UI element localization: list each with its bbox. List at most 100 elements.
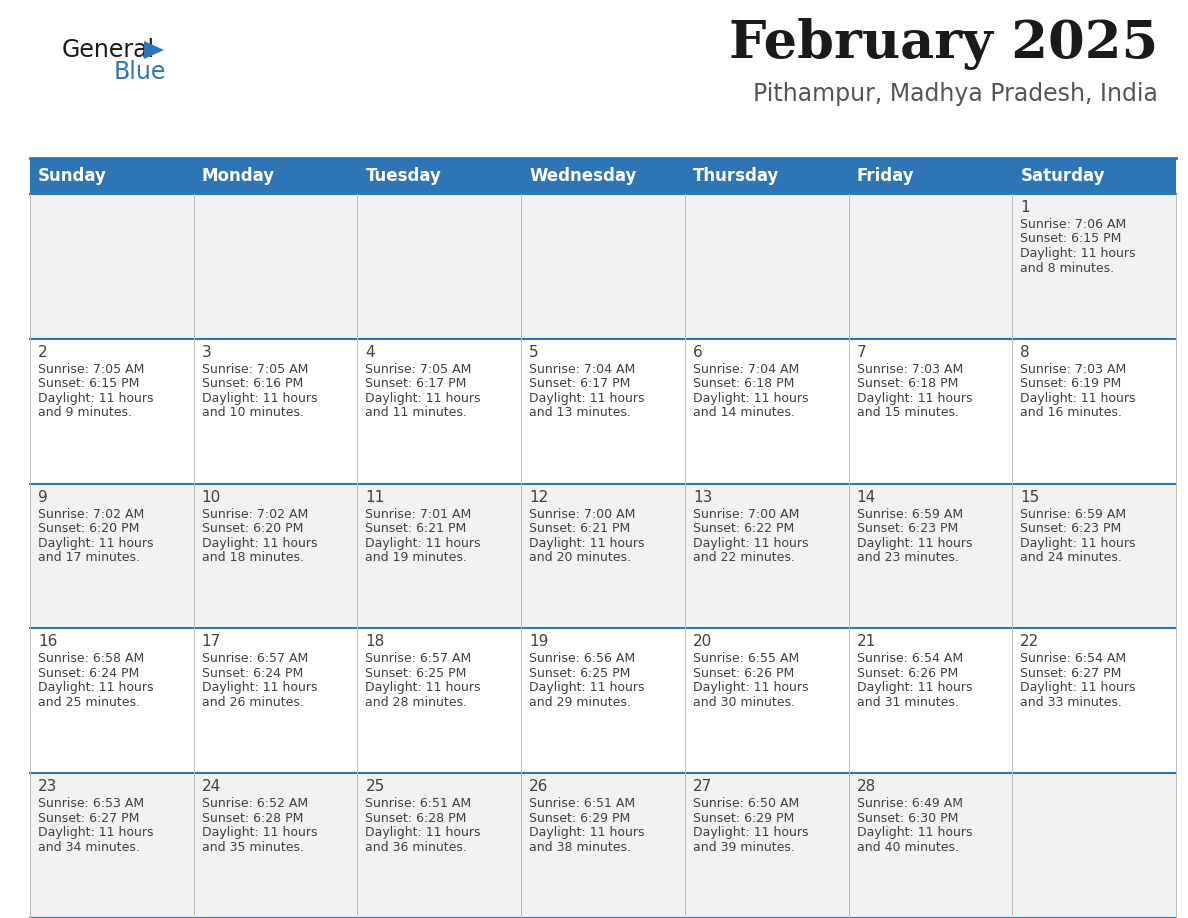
- Text: Sunrise: 6:56 AM: Sunrise: 6:56 AM: [529, 653, 636, 666]
- Bar: [522, 484, 684, 629]
- Text: Sunrise: 7:01 AM: Sunrise: 7:01 AM: [366, 508, 472, 521]
- Text: Sunday: Sunday: [38, 167, 107, 185]
- Text: Sunset: 6:29 PM: Sunset: 6:29 PM: [529, 812, 631, 824]
- Text: 4: 4: [366, 345, 375, 360]
- Text: Daylight: 11 hours: Daylight: 11 hours: [693, 392, 808, 405]
- Text: Daylight: 11 hours: Daylight: 11 hours: [693, 537, 808, 550]
- Text: 23: 23: [38, 779, 57, 794]
- Text: and 17 minutes.: and 17 minutes.: [38, 551, 140, 564]
- Text: 18: 18: [366, 634, 385, 649]
- Bar: [684, 629, 848, 773]
- Text: and 40 minutes.: and 40 minutes.: [857, 841, 959, 854]
- Text: Tuesday: Tuesday: [366, 167, 441, 185]
- Text: and 14 minutes.: and 14 minutes.: [693, 407, 795, 420]
- Text: Daylight: 11 hours: Daylight: 11 hours: [1020, 247, 1136, 260]
- Text: 16: 16: [38, 634, 57, 649]
- Bar: [358, 629, 522, 773]
- Bar: [684, 339, 848, 484]
- Bar: [684, 484, 848, 629]
- Bar: [848, 773, 1012, 918]
- Text: Daylight: 11 hours: Daylight: 11 hours: [529, 681, 645, 694]
- Bar: [30, 339, 194, 484]
- Text: Sunrise: 7:05 AM: Sunrise: 7:05 AM: [366, 363, 472, 375]
- Bar: [1012, 629, 1176, 773]
- Text: Sunset: 6:22 PM: Sunset: 6:22 PM: [693, 522, 794, 535]
- Text: and 23 minutes.: and 23 minutes.: [857, 551, 959, 564]
- Text: Sunrise: 6:55 AM: Sunrise: 6:55 AM: [693, 653, 800, 666]
- Text: Daylight: 11 hours: Daylight: 11 hours: [1020, 681, 1136, 694]
- Text: Daylight: 11 hours: Daylight: 11 hours: [529, 826, 645, 839]
- Text: Daylight: 11 hours: Daylight: 11 hours: [366, 826, 481, 839]
- Text: 9: 9: [38, 489, 48, 505]
- Text: and 34 minutes.: and 34 minutes.: [38, 841, 140, 854]
- Text: Sunrise: 7:00 AM: Sunrise: 7:00 AM: [529, 508, 636, 521]
- Text: 10: 10: [202, 489, 221, 505]
- Text: and 9 minutes.: and 9 minutes.: [38, 407, 132, 420]
- Text: Sunrise: 6:51 AM: Sunrise: 6:51 AM: [366, 797, 472, 811]
- Text: and 39 minutes.: and 39 minutes.: [693, 841, 795, 854]
- Text: Sunset: 6:20 PM: Sunset: 6:20 PM: [38, 522, 139, 535]
- Text: Daylight: 11 hours: Daylight: 11 hours: [366, 681, 481, 694]
- Text: Sunset: 6:28 PM: Sunset: 6:28 PM: [366, 812, 467, 824]
- Bar: [194, 629, 358, 773]
- Text: Sunset: 6:26 PM: Sunset: 6:26 PM: [857, 666, 958, 680]
- Text: 19: 19: [529, 634, 549, 649]
- Text: February 2025: February 2025: [728, 18, 1158, 70]
- Text: Sunrise: 6:57 AM: Sunrise: 6:57 AM: [202, 653, 308, 666]
- Text: Sunrise: 7:05 AM: Sunrise: 7:05 AM: [202, 363, 308, 375]
- Bar: [848, 339, 1012, 484]
- Text: Sunset: 6:26 PM: Sunset: 6:26 PM: [693, 666, 794, 680]
- Text: Sunrise: 6:54 AM: Sunrise: 6:54 AM: [1020, 653, 1126, 666]
- Text: Sunset: 6:30 PM: Sunset: 6:30 PM: [857, 812, 958, 824]
- Bar: [1012, 484, 1176, 629]
- Bar: [30, 773, 194, 918]
- Text: 17: 17: [202, 634, 221, 649]
- Text: Sunset: 6:18 PM: Sunset: 6:18 PM: [857, 377, 958, 390]
- Text: Sunrise: 7:03 AM: Sunrise: 7:03 AM: [1020, 363, 1126, 375]
- Bar: [848, 194, 1012, 339]
- Text: Sunrise: 6:52 AM: Sunrise: 6:52 AM: [202, 797, 308, 811]
- Text: Sunset: 6:23 PM: Sunset: 6:23 PM: [857, 522, 958, 535]
- Text: Sunset: 6:21 PM: Sunset: 6:21 PM: [529, 522, 631, 535]
- Text: 28: 28: [857, 779, 876, 794]
- Text: Sunrise: 7:02 AM: Sunrise: 7:02 AM: [38, 508, 144, 521]
- Text: Daylight: 11 hours: Daylight: 11 hours: [693, 681, 808, 694]
- Text: 13: 13: [693, 489, 713, 505]
- Text: General: General: [62, 38, 156, 62]
- Bar: [30, 484, 194, 629]
- Bar: [684, 194, 848, 339]
- Text: Sunset: 6:23 PM: Sunset: 6:23 PM: [1020, 522, 1121, 535]
- Text: Daylight: 11 hours: Daylight: 11 hours: [693, 826, 808, 839]
- Text: and 18 minutes.: and 18 minutes.: [202, 551, 304, 564]
- Text: and 35 minutes.: and 35 minutes.: [202, 841, 304, 854]
- Text: 21: 21: [857, 634, 876, 649]
- Text: Daylight: 11 hours: Daylight: 11 hours: [202, 392, 317, 405]
- Text: Daylight: 11 hours: Daylight: 11 hours: [366, 392, 481, 405]
- Text: Daylight: 11 hours: Daylight: 11 hours: [857, 392, 972, 405]
- Text: 15: 15: [1020, 489, 1040, 505]
- Bar: [358, 484, 522, 629]
- Text: Sunset: 6:20 PM: Sunset: 6:20 PM: [202, 522, 303, 535]
- Bar: [194, 339, 358, 484]
- Text: Sunrise: 7:02 AM: Sunrise: 7:02 AM: [202, 508, 308, 521]
- Text: Sunrise: 7:00 AM: Sunrise: 7:00 AM: [693, 508, 800, 521]
- Text: Sunset: 6:17 PM: Sunset: 6:17 PM: [366, 377, 467, 390]
- Text: Sunrise: 7:04 AM: Sunrise: 7:04 AM: [693, 363, 800, 375]
- Text: 12: 12: [529, 489, 549, 505]
- Text: Sunset: 6:25 PM: Sunset: 6:25 PM: [366, 666, 467, 680]
- Text: 1: 1: [1020, 200, 1030, 215]
- Text: 27: 27: [693, 779, 712, 794]
- Text: Sunset: 6:19 PM: Sunset: 6:19 PM: [1020, 377, 1121, 390]
- Bar: [358, 194, 522, 339]
- Bar: [1012, 773, 1176, 918]
- Text: Sunset: 6:16 PM: Sunset: 6:16 PM: [202, 377, 303, 390]
- Text: and 19 minutes.: and 19 minutes.: [366, 551, 467, 564]
- Bar: [522, 773, 684, 918]
- Text: Daylight: 11 hours: Daylight: 11 hours: [857, 681, 972, 694]
- Text: 25: 25: [366, 779, 385, 794]
- Text: Sunset: 6:17 PM: Sunset: 6:17 PM: [529, 377, 631, 390]
- Text: and 31 minutes.: and 31 minutes.: [857, 696, 959, 709]
- Text: Daylight: 11 hours: Daylight: 11 hours: [38, 681, 153, 694]
- Text: 14: 14: [857, 489, 876, 505]
- Bar: [194, 773, 358, 918]
